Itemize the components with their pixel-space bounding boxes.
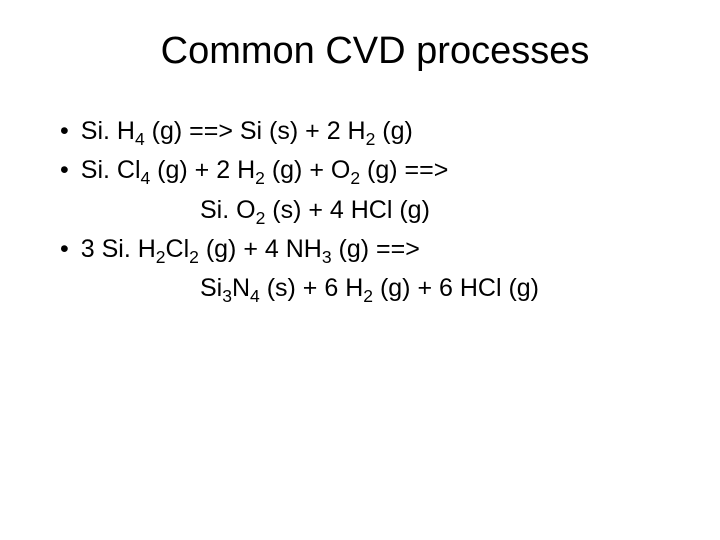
bullet-icon: • (60, 113, 69, 151)
reaction-list: • Si. H4 (g) ==> Si (s) + 2 H2 (g) • Si.… (60, 113, 670, 309)
reaction-text: Si. Cl4 (g) + 2 H2 (g) + O2 (g) ==> (81, 152, 449, 191)
reaction-text: Si. H4 (g) ==> Si (s) + 2 H2 (g) (81, 113, 413, 152)
reaction-continuation: Si. O2 (s) + 4 HCl (g) (60, 192, 670, 231)
reaction-text: 3 Si. H2Cl2 (g) + 4 NH3 (g) ==> (81, 231, 420, 270)
slide-title: Common CVD processes (80, 30, 670, 73)
reaction-item: • 3 Si. H2Cl2 (g) + 4 NH3 (g) ==> (60, 231, 670, 270)
bullet-icon: • (60, 152, 69, 190)
reaction-item: • Si. Cl4 (g) + 2 H2 (g) + O2 (g) ==> (60, 152, 670, 191)
reaction-continuation: Si3N4 (s) + 6 H2 (g) + 6 HCl (g) (60, 270, 670, 309)
reaction-item: • Si. H4 (g) ==> Si (s) + 2 H2 (g) (60, 113, 670, 152)
reaction-text: Si. O2 (s) + 4 HCl (g) (200, 192, 670, 231)
bullet-icon: • (60, 231, 69, 269)
reaction-text: Si3N4 (s) + 6 H2 (g) + 6 HCl (g) (200, 270, 670, 309)
